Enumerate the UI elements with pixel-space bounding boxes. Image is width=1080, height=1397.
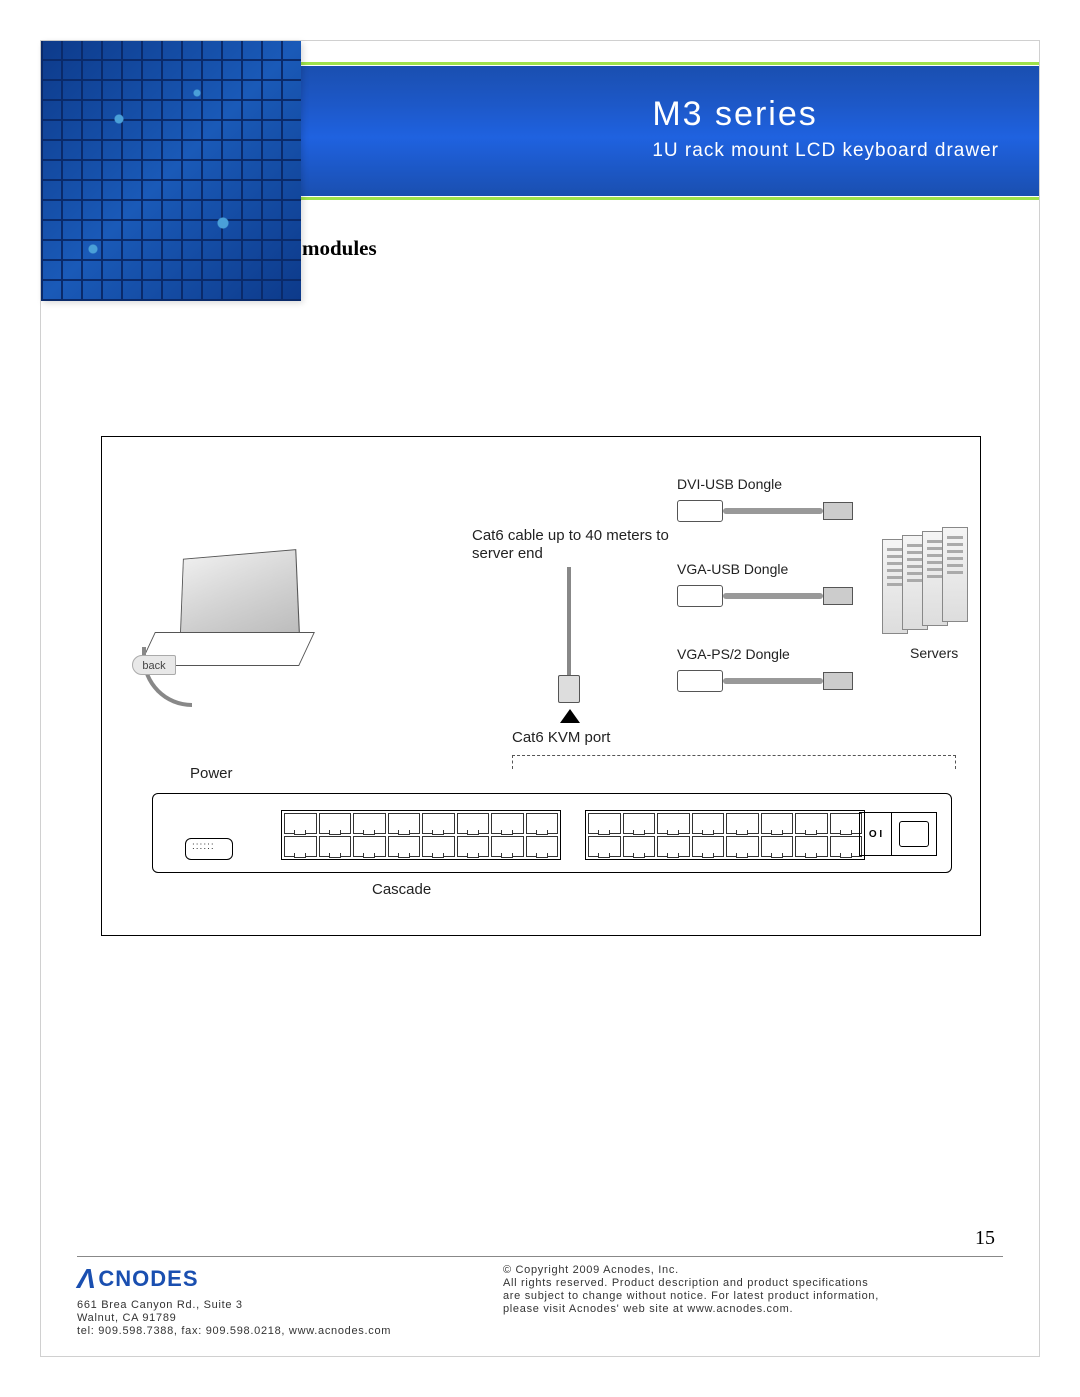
rj45-port (623, 836, 656, 857)
rj45-port (761, 836, 794, 857)
banner-title: M3 series (652, 95, 999, 134)
power-switch-icon: O I (860, 813, 892, 855)
page-number: 15 (975, 1227, 995, 1250)
rj45-port (457, 836, 490, 857)
rj45-port (526, 836, 559, 857)
footer-legal-2: are subject to change without notice. Fo… (503, 1290, 1003, 1302)
dongle-body (677, 500, 723, 522)
rj45-port (623, 813, 656, 834)
rear-panel: O I (152, 793, 952, 873)
dongle-vga-usb: VGA-USB Dongle (677, 567, 867, 617)
acnodes-logo: Λ CNODES (77, 1263, 484, 1295)
banner-subtitle: 1U rack mount LCD keyboard drawer (652, 140, 999, 162)
dongle-wire (723, 678, 823, 684)
footer-legal-3: please visit Acnodes' web site at www.ac… (503, 1303, 1003, 1315)
dongle-connector (823, 502, 853, 520)
power-module: O I (859, 812, 937, 856)
rj45-port (422, 813, 455, 834)
banner-text-block: M3 series 1U rack mount LCD keyboard dra… (652, 95, 999, 162)
rj45-port (319, 836, 352, 857)
dongle-vga-ps2: VGA-PS/2 Dongle (677, 652, 867, 702)
dongle-connector (823, 587, 853, 605)
arrow-up-icon (560, 709, 580, 723)
rj45-port (795, 836, 828, 857)
footer-left: Λ CNODES 661 Brea Canyon Rd., Suite 3 Wa… (77, 1263, 484, 1338)
cat6-port-label: Cat6 KVM port (512, 729, 610, 747)
servers-illustration (882, 527, 972, 637)
rj45-port (588, 836, 621, 857)
rj45-port (457, 813, 490, 834)
logo-wordmark: CNODES (98, 1266, 198, 1292)
dongle-label: DVI-USB Dongle (677, 476, 782, 492)
footer-contact: tel: 909.598.7388, fax: 909.598.0218, ww… (77, 1325, 484, 1337)
rj45-port (284, 813, 317, 834)
rj45-port-bank-2 (585, 810, 865, 860)
dongle-connector (823, 672, 853, 690)
rj45-port (692, 813, 725, 834)
footer-legal-1: All rights reserved. Product description… (503, 1277, 1003, 1289)
servers-label: Servers (910, 645, 958, 662)
dongle-label: VGA-USB Dongle (677, 561, 788, 577)
rj45-port (830, 836, 863, 857)
rj45-port (657, 813, 690, 834)
back-tag: back (132, 655, 176, 675)
dongle-body (677, 585, 723, 607)
rj45-port (588, 813, 621, 834)
logo-mark-icon: Λ (77, 1263, 96, 1295)
dongle-wire (723, 508, 823, 514)
iec-inlet-icon (892, 813, 936, 855)
rj45-port (284, 836, 317, 857)
footer-address-2: Walnut, CA 91789 (77, 1312, 484, 1324)
page-footer: Λ CNODES 661 Brea Canyon Rd., Suite 3 Wa… (77, 1256, 1003, 1338)
rj45-port (388, 813, 421, 834)
rj45-plug-icon (558, 675, 580, 703)
server-icon (942, 527, 968, 622)
power-label: Power (190, 765, 233, 783)
drawer-screen (180, 549, 300, 639)
connection-diagram: back Cat6 cable up to 40 meters to serve… (101, 436, 981, 936)
page-frame: M3 series 1U rack mount LCD keyboard dra… (40, 40, 1040, 1357)
cable-note-label: Cat6 cable up to 40 meters to server end (472, 527, 692, 563)
rj45-port (795, 813, 828, 834)
rj45-port (422, 836, 455, 857)
footer-right: © Copyright 2009 Acnodes, Inc. All right… (503, 1263, 1003, 1316)
dongle-wire (723, 593, 823, 599)
rj45-port (388, 836, 421, 857)
rj45-port (353, 836, 386, 857)
pcb-decorative-image (41, 41, 301, 301)
dongle-label: VGA-PS/2 Dongle (677, 646, 790, 662)
header-banner: M3 series 1U rack mount LCD keyboard dra… (41, 41, 1039, 221)
rj45-port (491, 813, 524, 834)
dongle-dvi-usb: DVI-USB Dongle (677, 482, 867, 532)
rj45-port (692, 836, 725, 857)
cascade-vga-port (185, 838, 233, 860)
footer-copyright: © Copyright 2009 Acnodes, Inc. (503, 1264, 1003, 1276)
rj45-port (726, 836, 759, 857)
rj45-port (761, 813, 794, 834)
rj45-port (491, 836, 524, 857)
rj45-port (319, 813, 352, 834)
rj45-port (353, 813, 386, 834)
cat6-cable (567, 567, 571, 677)
footer-address-1: 661 Brea Canyon Rd., Suite 3 (77, 1299, 484, 1311)
rj45-port-bank-1 (281, 810, 561, 860)
rj45-port (726, 813, 759, 834)
rj45-port (657, 836, 690, 857)
rj45-port (830, 813, 863, 834)
cascade-label: Cascade (372, 881, 431, 899)
dongle-body (677, 670, 723, 692)
rj45-port (526, 813, 559, 834)
connection-bracket (512, 755, 956, 769)
